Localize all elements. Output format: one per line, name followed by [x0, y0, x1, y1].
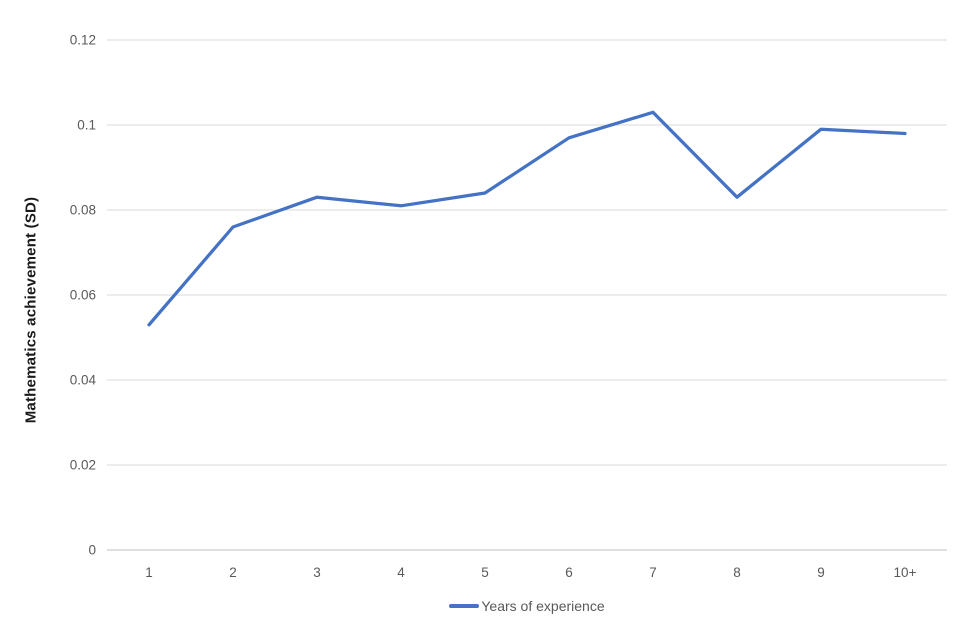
x-tick-label: 1 [145, 565, 153, 580]
x-tick-label: 10+ [894, 565, 917, 580]
y-tick-label: 0.04 [70, 373, 97, 388]
y-tick-label: 0.12 [70, 33, 96, 48]
x-tick-label: 8 [733, 565, 741, 580]
legend-line-swatch [449, 604, 480, 608]
x-tick-label: 2 [229, 565, 237, 580]
y-tick-label: 0.06 [70, 288, 96, 303]
x-tick-label: 4 [397, 565, 405, 580]
y-tick-label: 0 [88, 543, 96, 558]
x-tick-label: 7 [649, 565, 657, 580]
x-tick-label: 6 [565, 565, 573, 580]
legend-label: Years of experience [481, 598, 605, 614]
data-line-series [147, 110, 907, 327]
legend: Years of experience [107, 596, 947, 616]
x-tick-label: 5 [481, 565, 489, 580]
y-tick-label: 0.02 [70, 458, 96, 473]
y-tick-label: 0.08 [70, 203, 96, 218]
x-tick-label: 3 [313, 565, 321, 580]
x-tick-label: 9 [817, 565, 825, 580]
y-tick-label: 0.1 [77, 118, 96, 133]
